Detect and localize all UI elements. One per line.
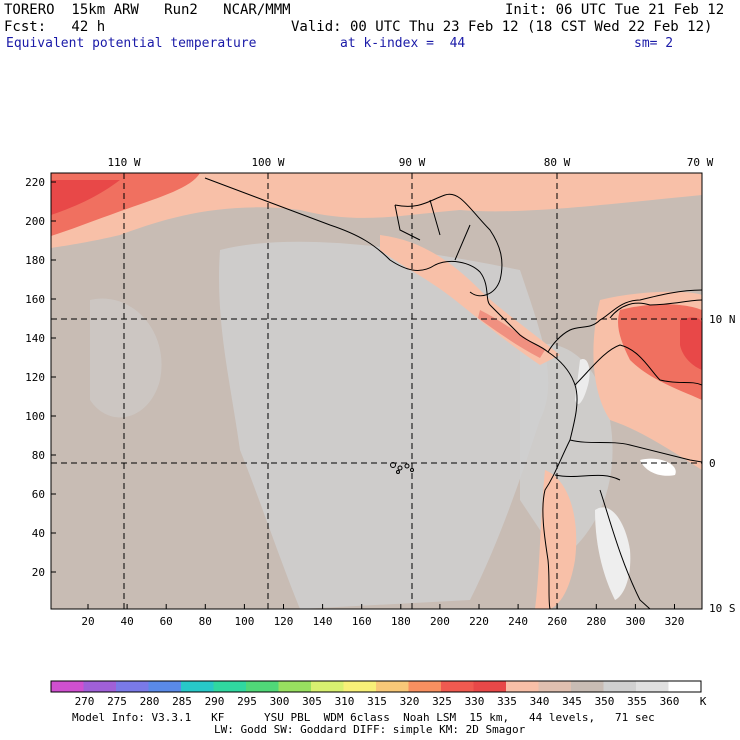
colorbar-label: 295	[237, 695, 257, 708]
colorbar-swatch	[571, 681, 604, 692]
x-tick-label: 320	[665, 615, 685, 628]
lat-labels: 10 N 0 10 S	[709, 313, 736, 615]
y-tick-label: 160	[25, 293, 45, 306]
colorbar-swatch	[116, 681, 149, 692]
physics-info: LW: Godd SW: Goddard DIFF: simple KM: 2D…	[214, 723, 526, 736]
colorbar-swatch	[636, 681, 669, 692]
x-tick-label: 200	[430, 615, 450, 628]
colorbar-label: 330	[464, 695, 485, 708]
colorbar-label: 280	[139, 695, 160, 708]
y-tick-label: 100	[25, 410, 45, 423]
colorbar-label: 300	[269, 695, 290, 708]
field-name: Equivalent potential temperature	[6, 36, 257, 51]
colorbar-swatch	[376, 681, 409, 692]
colorbar-label: 275	[107, 695, 127, 708]
y-tick-label: 20	[32, 566, 45, 579]
colorbar-swatch	[441, 681, 474, 692]
x-tick-label: 220	[469, 615, 489, 628]
colorbar-label: 320	[399, 695, 420, 708]
y-axis-ticks: 220 200 180 160 140 120 100 80 60 40 20	[25, 176, 56, 579]
init-time: Init: 06 UTC Tue 21 Feb 12	[505, 2, 725, 18]
colorbar-label: 350	[594, 695, 615, 708]
lat-label-0: 0	[709, 457, 716, 470]
colorbar-swatch	[473, 681, 507, 692]
colorbar-label: 270	[74, 695, 95, 708]
colorbar-swatch	[603, 681, 637, 692]
y-tick-label: 180	[25, 254, 45, 267]
lon-label-110w: 110 W	[107, 156, 140, 169]
colorbar-swatch	[148, 681, 182, 692]
run-title: TORERO 15km ARW Run2 NCAR/MMM	[4, 2, 291, 18]
y-tick-label: 140	[25, 332, 45, 345]
colorbar-frame	[50, 680, 702, 693]
coastlines	[204, 177, 702, 609]
y-tick-label: 200	[25, 215, 45, 228]
colorbar-label: 290	[204, 695, 225, 708]
x-tick-label: 100	[234, 615, 254, 628]
colorbar-label: 335	[497, 695, 517, 708]
x-axis-ticks: 20 40 60 80 100 120 140 160 180 200 220 240 260 280 30…	[81, 604, 684, 628]
model-info: Model Info: V3.3.1 KF YSU PBL WDM 6class…	[72, 711, 655, 724]
x-tick-label: 20	[81, 615, 94, 628]
colorbar-swatch	[83, 681, 117, 692]
colorbar-swatch	[181, 681, 214, 692]
valid-time: Valid: 00 UTC Thu 23 Feb 12 (18 CST Wed …	[291, 19, 713, 35]
colorbar-label: 285	[172, 695, 192, 708]
colorbar-label: 325	[432, 695, 452, 708]
x-tick-label: 240	[508, 615, 528, 628]
y-tick-label: 60	[32, 488, 45, 501]
smoothing-label: sm= 2	[634, 36, 674, 51]
colorbar-swatch	[343, 681, 377, 692]
colorbar-label: 360	[659, 695, 680, 708]
x-tick-label: 180	[391, 615, 411, 628]
map-frame	[50, 172, 703, 610]
latlon-grid	[51, 173, 702, 609]
lat-label-10s: 10 S	[709, 602, 736, 615]
lon-label-100w: 100 W	[251, 156, 284, 169]
colorbar-swatch	[213, 681, 247, 692]
colorbar-label: 310	[334, 695, 355, 708]
forecast-hour: Fcst: 42 h	[4, 19, 106, 35]
colorbar-swatch	[278, 681, 312, 692]
colorbar-swatch	[668, 681, 702, 692]
y-tick-label: 220	[25, 176, 45, 189]
colorbar-swatch	[246, 681, 279, 692]
lon-label-90w: 90 W	[399, 156, 426, 169]
colorbar-swatch	[506, 681, 539, 692]
colorbar-label: 345	[562, 695, 582, 708]
lat-label-10n: 10 N	[709, 313, 736, 326]
x-tick-label: 40	[120, 615, 133, 628]
x-tick-label: 60	[160, 615, 173, 628]
level-label: at k-index = 44	[340, 36, 466, 51]
colorbar-swatch	[51, 681, 84, 692]
colorbar-swatch	[311, 681, 344, 692]
colorbar-label: 315	[367, 695, 387, 708]
colorbar-label: 340	[529, 695, 550, 708]
colorbar-swatch	[408, 681, 442, 692]
colorbar-label: 305	[302, 695, 322, 708]
y-tick-label: 40	[32, 527, 45, 540]
colorbar-swatches	[51, 681, 702, 692]
colorbar-label: 355	[627, 695, 647, 708]
colorbar-unit: K	[699, 695, 707, 708]
lon-label-80w: 80 W	[544, 156, 571, 169]
x-tick-label: 80	[199, 615, 212, 628]
x-tick-label: 120	[274, 615, 294, 628]
lon-labels: 110 W 100 W 90 W 80 W 70 W	[107, 156, 713, 169]
colorbar-swatch	[538, 681, 572, 692]
x-tick-label: 280	[586, 615, 606, 628]
lon-label-70w: 70 W	[687, 156, 714, 169]
x-tick-label: 260	[547, 615, 567, 628]
x-tick-label: 140	[313, 615, 333, 628]
x-tick-label: 300	[625, 615, 645, 628]
field-shading	[51, 173, 702, 609]
x-tick-label: 160	[352, 615, 372, 628]
y-tick-label: 80	[32, 449, 45, 462]
y-tick-label: 120	[25, 371, 45, 384]
